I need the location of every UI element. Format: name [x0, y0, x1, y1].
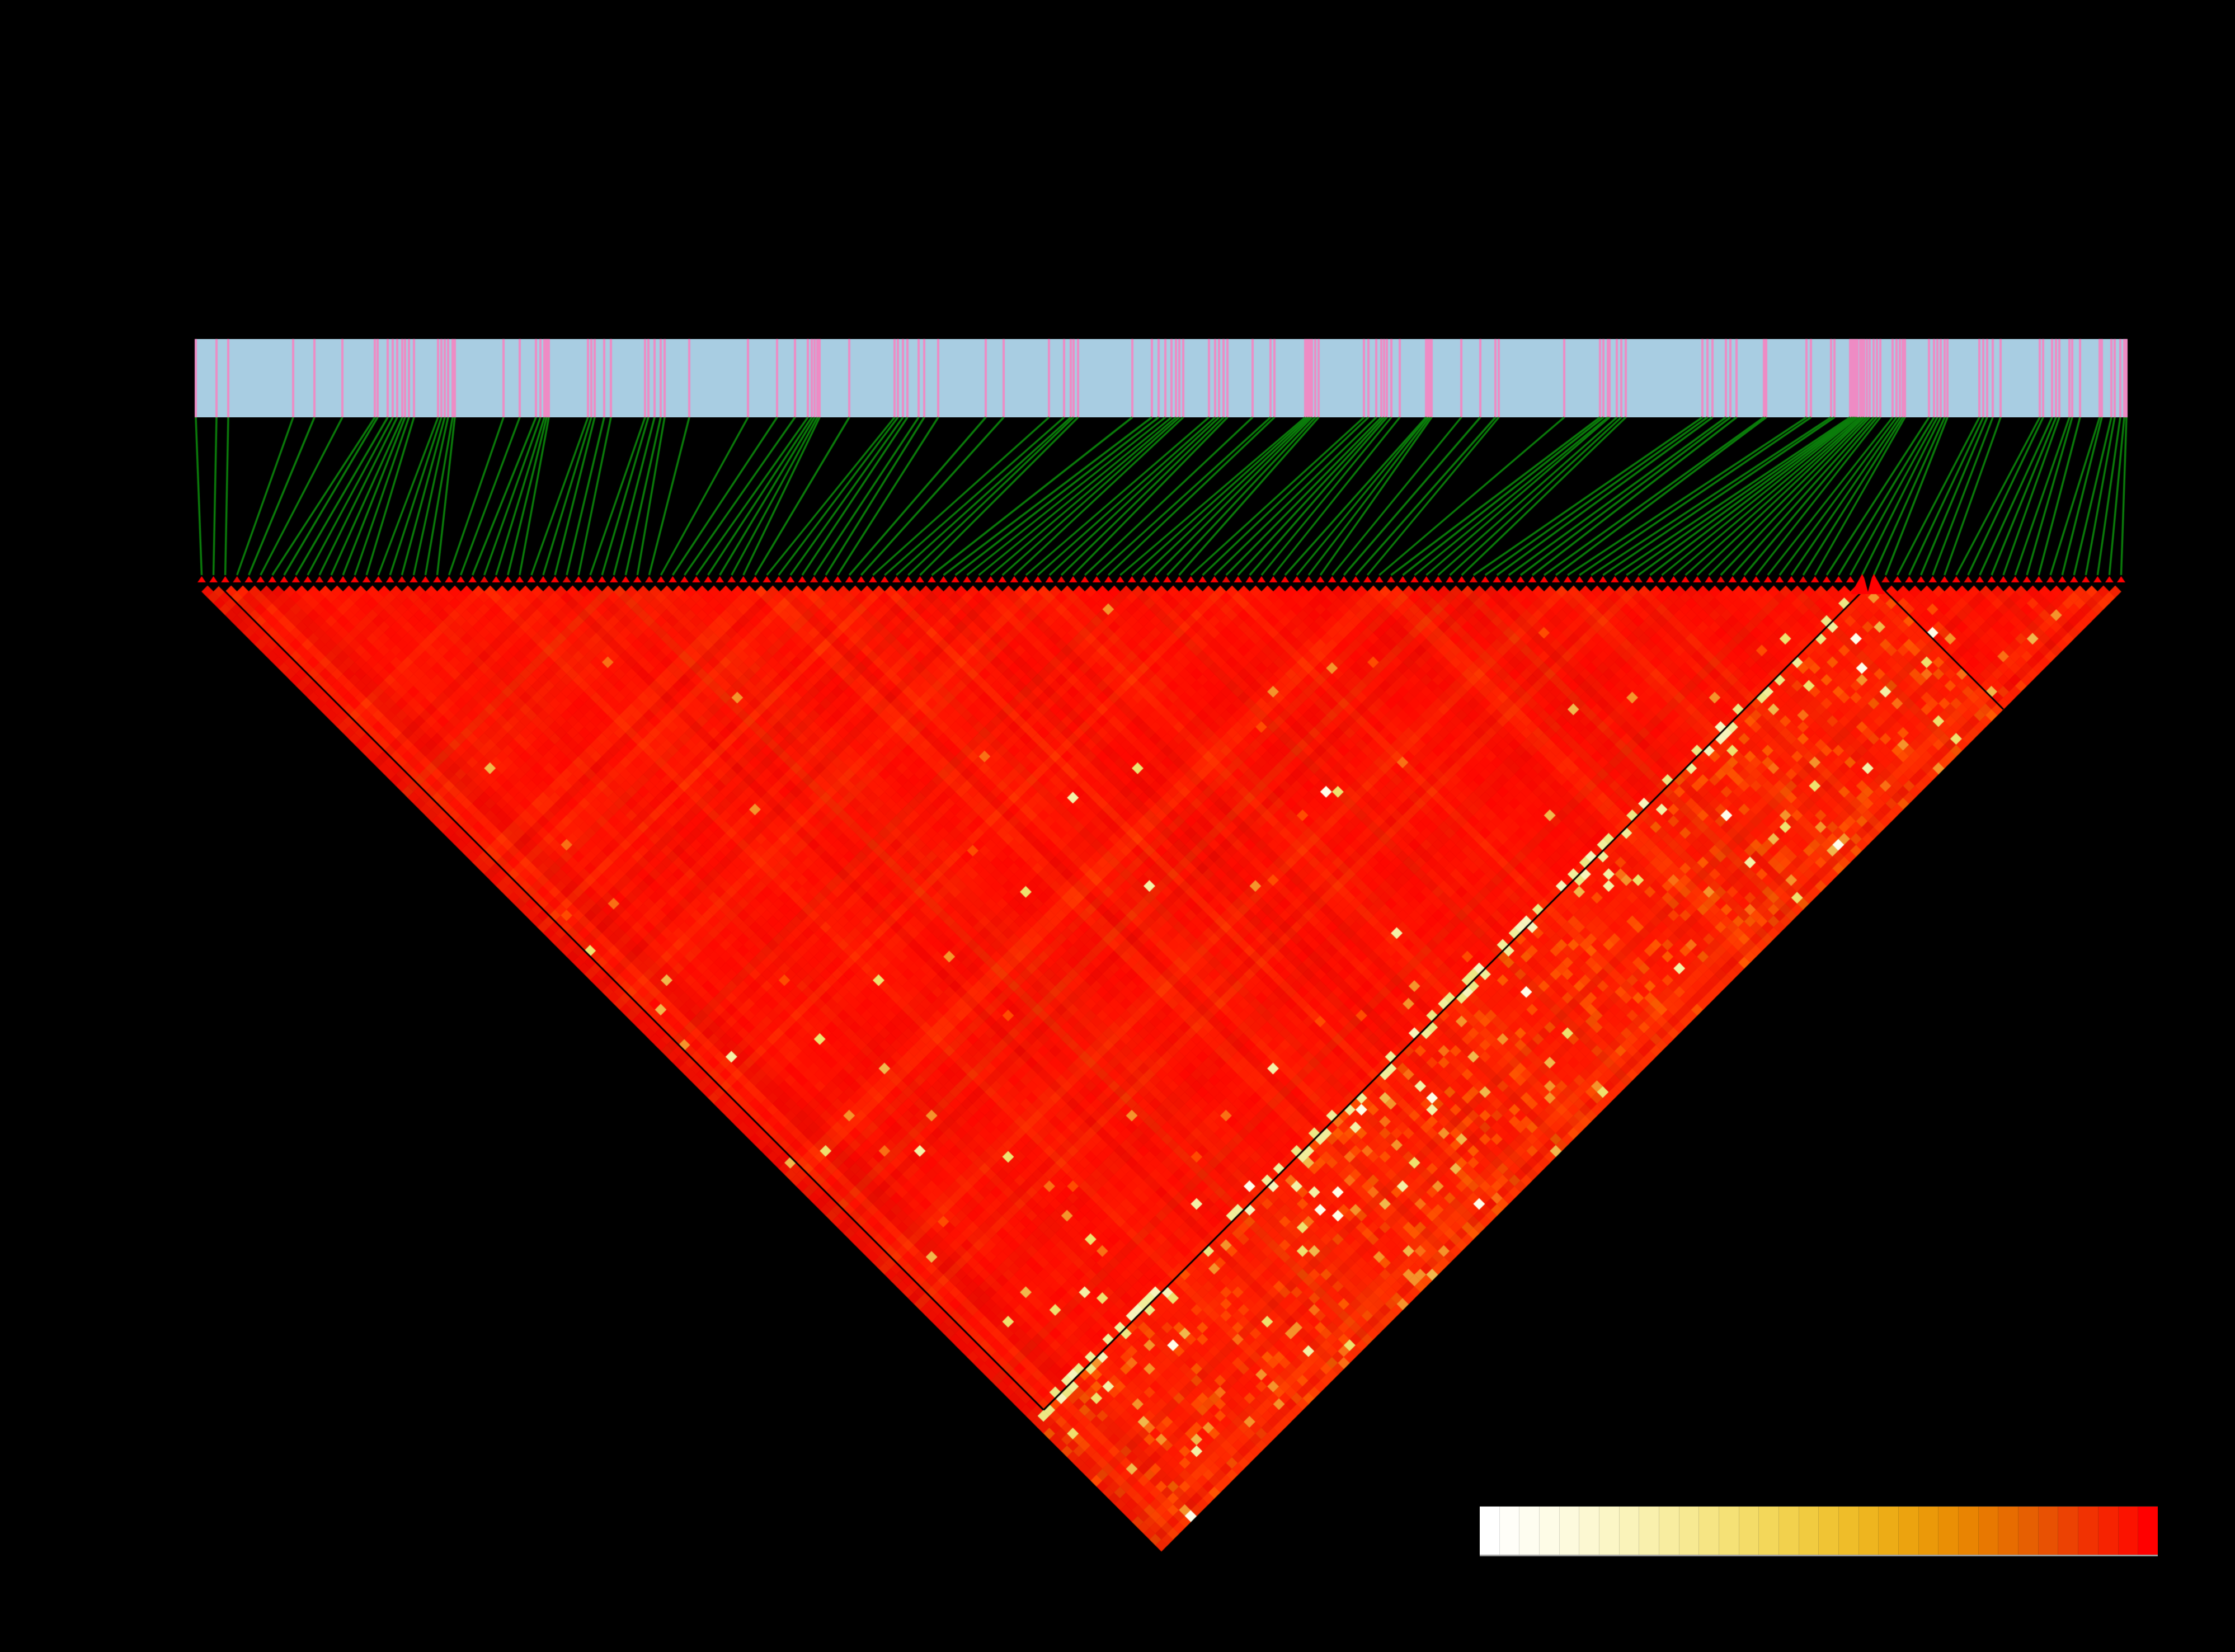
color-scale-segment: [1739, 1507, 1759, 1555]
color-scale-segment: [1938, 1507, 1959, 1555]
color-scale-segment: [1619, 1507, 1640, 1555]
color-scale-segment: [1819, 1507, 1839, 1555]
color-scale-segment: [1779, 1507, 1799, 1555]
color-scale-segment: [1918, 1507, 1939, 1555]
color-scale-segment: [1480, 1507, 1500, 1555]
color-scale-segment: [2118, 1507, 2139, 1555]
color-scale-segment: [2098, 1507, 2119, 1555]
color-scale-segment: [1899, 1507, 1919, 1555]
color-scale-segment: [1839, 1507, 1859, 1555]
color-scale-segment: [1998, 1507, 2019, 1555]
color-scale-segment: [2038, 1507, 2059, 1555]
color-scale-segment: [1659, 1507, 1679, 1555]
color-scale-segment: [1559, 1507, 1580, 1555]
color-scale-segment: [1759, 1507, 1780, 1555]
color-scale-segment: [1858, 1507, 1879, 1555]
color-scale-segment: [1639, 1507, 1660, 1555]
color-scale-segment: [2078, 1507, 2098, 1555]
color-scale-segment: [1879, 1507, 1899, 1555]
color-scale-segment: [1978, 1507, 1999, 1555]
color-scale-segment: [1499, 1507, 1520, 1555]
color-scale-segment: [1540, 1507, 1560, 1555]
color-scale-segment: [1679, 1507, 1700, 1555]
color-scale-segment: [1699, 1507, 1720, 1555]
color-scale-segment: [2058, 1507, 2079, 1555]
color-scale-segment: [2138, 1507, 2158, 1555]
color-scale-segment: [2018, 1507, 2039, 1555]
color-scale-segment: [1959, 1507, 1979, 1555]
color-scale-segment: [1599, 1507, 1620, 1555]
color-scale-segment: [1719, 1507, 1739, 1555]
ld-color-scale: [1480, 1506, 2158, 1556]
color-scale-segment: [1519, 1507, 1540, 1555]
color-scale-segment: [1579, 1507, 1600, 1555]
color-scale-segment: [1799, 1507, 1819, 1555]
